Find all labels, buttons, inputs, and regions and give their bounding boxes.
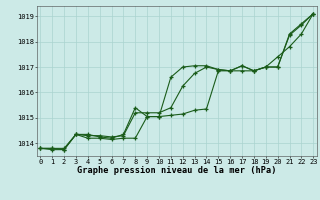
X-axis label: Graphe pression niveau de la mer (hPa): Graphe pression niveau de la mer (hPa) bbox=[77, 166, 276, 175]
